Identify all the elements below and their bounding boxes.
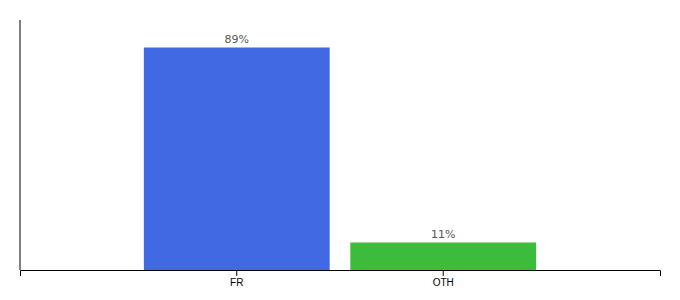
chart: FR OTH 89% 11% [0,0,680,300]
x-tick-label: OTH [433,277,454,288]
data-label: 11% [431,228,455,241]
x-tick: OTH [433,270,454,288]
data-label: 89% [225,33,249,46]
plot: FR OTH 89% 11% [20,20,661,288]
x-axis: FR OTH [21,270,661,288]
data-labels: 89% 11% [225,33,456,241]
x-tick-label: FR [230,277,243,288]
bars [144,48,536,271]
x-tick: FR [230,270,243,288]
x-tick-mark [443,270,444,276]
bar [144,48,330,271]
y-range-line [20,20,21,270]
bar [350,243,536,271]
x-axis-line [21,271,661,277]
x-tick-mark [236,270,237,276]
